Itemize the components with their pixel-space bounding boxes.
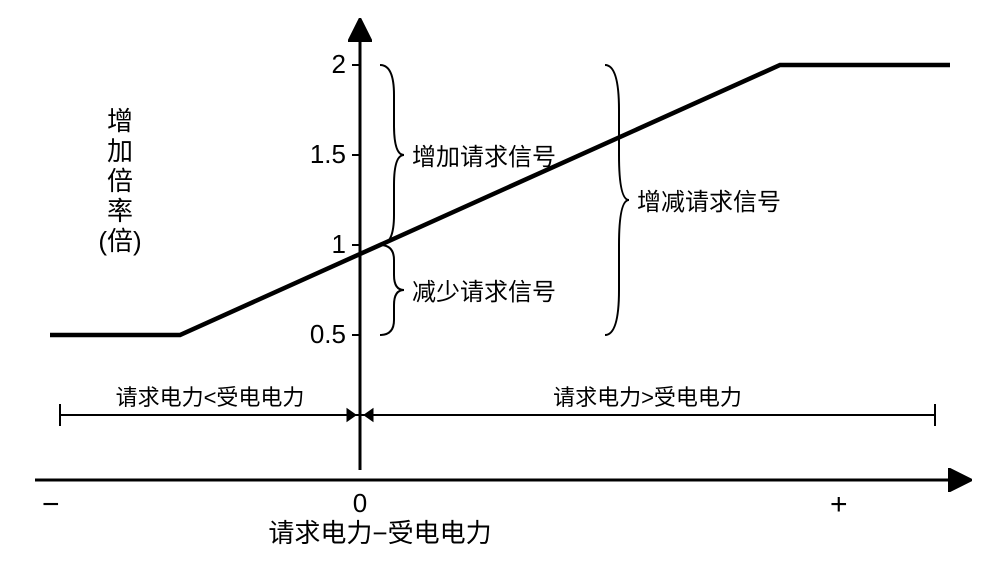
label-right-region: 请求电力>受电电力: [553, 385, 742, 410]
brace-increase: [380, 65, 404, 245]
brace-both: [605, 65, 629, 335]
x-minus-sign: −: [42, 488, 60, 521]
ytick-label: 0.5: [310, 319, 346, 349]
y-ticks: 0.5 1 1.5 2: [310, 49, 360, 349]
y-axis-label-line: 率: [107, 196, 133, 226]
y-axis-label-line: 加: [107, 136, 133, 166]
label-both-signal: 增减请求信号: [637, 189, 781, 216]
ytick-label: 2: [332, 49, 346, 79]
x-plus-sign: +: [830, 488, 848, 521]
origin-label: 0: [353, 488, 367, 518]
x-axis-title: 请求电力−受电电力: [268, 518, 491, 548]
brace-decrease: [380, 245, 404, 335]
diagram-canvas: 0.5 1 1.5 2 增加倍率(倍) 增加请求信号 减少请求信号 增减请求信号 请求…: [0, 0, 1000, 571]
y-axis-label: 增加倍率(倍): [98, 106, 141, 256]
label-left-region: 请求电力<受电电力: [116, 385, 305, 410]
label-decrease-signal: 减少请求信号: [412, 279, 556, 306]
ytick-label: 1: [332, 229, 346, 259]
y-axis-label-line: (倍): [98, 226, 141, 256]
y-axis-label-line: 增: [107, 106, 133, 136]
label-increase-signal: 增加请求信号: [412, 144, 556, 171]
ytick-label: 1.5: [310, 139, 346, 169]
y-axis-label-line: 倍: [107, 166, 133, 196]
